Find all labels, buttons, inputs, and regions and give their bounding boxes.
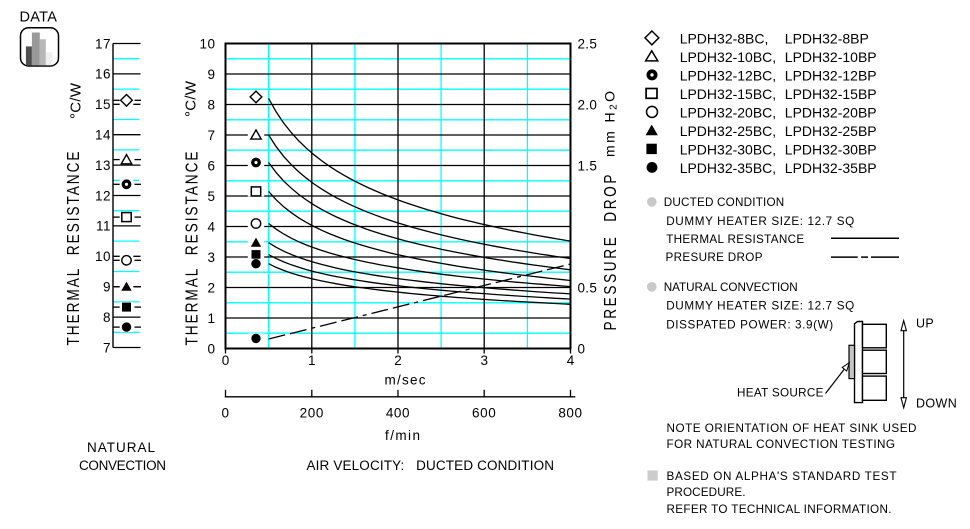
svg-text:PRESURE DROP: PRESURE DROP [666,251,763,264]
svg-text:NATURAL CONVECTION: NATURAL CONVECTION [664,281,798,294]
svg-text:f/min: f/min [385,428,420,443]
svg-text:11: 11 [96,219,111,234]
svg-text:DISSPATED POWER: 3.9(W): DISSPATED POWER: 3.9(W) [666,319,833,332]
svg-text:LPDH32-20BP: LPDH32-20BP [785,105,877,121]
svg-text:°C/W: °C/W [68,82,85,119]
svg-text:400: 400 [386,405,410,420]
svg-text:BASED ON ALPHA'S STANDARD TEST: BASED ON ALPHA'S STANDARD TEST [667,470,897,483]
svg-text:DOWN: DOWN [916,396,957,410]
svg-text:HEAT SOURCE: HEAT SOURCE [737,386,824,399]
svg-text:0.5: 0.5 [578,280,598,295]
svg-text:3: 3 [480,353,488,368]
svg-text:DUMMY HEATER SIZE: 12.7 SQ: DUMMY HEATER SIZE: 12.7 SQ [666,215,854,228]
svg-text:FOR NATURAL CONVECTION TESTING: FOR NATURAL CONVECTION TESTING [667,438,896,451]
svg-text:6: 6 [207,158,215,173]
svg-text:1: 1 [308,353,316,368]
svg-text:800: 800 [558,405,582,420]
svg-text:LPDH32-35BP: LPDH32-35BP [785,160,877,176]
svg-text:0: 0 [207,341,215,356]
svg-text:8: 8 [103,310,111,325]
svg-text:1.5: 1.5 [578,158,598,173]
svg-text:PRESSURE DROP: PRESSURE DROP [602,174,621,330]
svg-text:LPDH32-10BP: LPDH32-10BP [785,49,877,65]
svg-text:LPDH32-30BP: LPDH32-30BP [785,142,877,158]
svg-text:LPDH32-25BP: LPDH32-25BP [785,123,877,139]
svg-text:THERMAL RESISTANCE: THERMAL RESISTANCE [65,152,84,346]
svg-text:DATA: DATA [20,10,58,26]
svg-text:LPDH32-15BP: LPDH32-15BP [785,86,877,102]
svg-text:AIR VELOCITY: DUCTED CONDITI: AIR VELOCITY: DUCTED CONDITION [307,458,555,473]
svg-text:8: 8 [207,97,215,112]
svg-text:LPDH32-12BC,: LPDH32-12BC, [680,68,777,84]
svg-text:0: 0 [221,405,229,420]
svg-text:LPDH32-15BC,: LPDH32-15BC, [680,86,777,102]
svg-text:2: 2 [207,280,215,295]
svg-text:PROCEDURE.: PROCEDURE. [667,486,746,499]
svg-text:DUCTED CONDITION: DUCTED CONDITION [664,196,785,209]
svg-text:12: 12 [95,188,111,203]
svg-text:LPDH32-30BC,: LPDH32-30BC, [680,142,777,158]
svg-text:CONVECTION: CONVECTION [79,458,166,473]
svg-text:REFER TO TECHNICAL INFORMATION: REFER TO TECHNICAL INFORMATION. [667,503,892,516]
svg-text:600: 600 [472,405,496,420]
svg-text:2.5: 2.5 [578,36,598,51]
svg-text:m/sec: m/sec [385,373,426,388]
svg-text:7: 7 [207,128,215,143]
svg-text:9: 9 [207,67,215,82]
svg-text:LPDH32-8BC,: LPDH32-8BC, [680,31,769,47]
svg-text:mm H2O: mm H2O [602,91,620,157]
svg-text:3: 3 [207,250,215,265]
svg-text:4: 4 [567,353,575,368]
svg-text:10: 10 [95,249,111,264]
svg-text:UP: UP [916,317,934,331]
svg-text:4: 4 [207,219,215,234]
svg-text:LPDH32-10BC,: LPDH32-10BC, [680,49,777,65]
svg-text:THERMAL RESISTANCE: THERMAL RESISTANCE [666,233,804,246]
svg-text:LPDH32-8BP: LPDH32-8BP [785,31,869,47]
svg-text:15: 15 [95,97,111,112]
svg-text:LPDH32-35BC,: LPDH32-35BC, [680,160,777,176]
svg-text:17: 17 [95,36,111,51]
svg-text:0: 0 [578,341,586,356]
svg-text:LPDH32-20BC,: LPDH32-20BC, [680,105,777,121]
svg-text:LPDH32-25BC,: LPDH32-25BC, [680,123,777,139]
svg-text:LPDH32-12BP: LPDH32-12BP [785,68,877,84]
svg-text:5: 5 [207,189,215,204]
svg-text:9: 9 [103,280,111,295]
svg-text:THERMAL RESISTANCE: THERMAL RESISTANCE [183,152,202,346]
svg-text:7: 7 [103,340,111,355]
svg-text:DUMMY HEATER SIZE: 12.7 SQ: DUMMY HEATER SIZE: 12.7 SQ [666,300,854,313]
svg-text:2: 2 [394,353,402,368]
svg-text:13: 13 [95,158,111,173]
svg-text:1: 1 [207,311,215,326]
svg-text:200: 200 [300,405,324,420]
svg-text:2.0: 2.0 [578,97,598,112]
svg-text:14: 14 [95,128,111,143]
svg-text:0: 0 [222,353,230,368]
svg-text:°C/W: °C/W [183,80,200,117]
svg-text:10: 10 [199,36,215,51]
svg-text:16: 16 [95,67,111,82]
svg-text:NATURAL: NATURAL [87,440,155,455]
svg-text:NOTE ORIENTATION OF HEAT SINK: NOTE ORIENTATION OF HEAT SINK USED [667,422,917,435]
